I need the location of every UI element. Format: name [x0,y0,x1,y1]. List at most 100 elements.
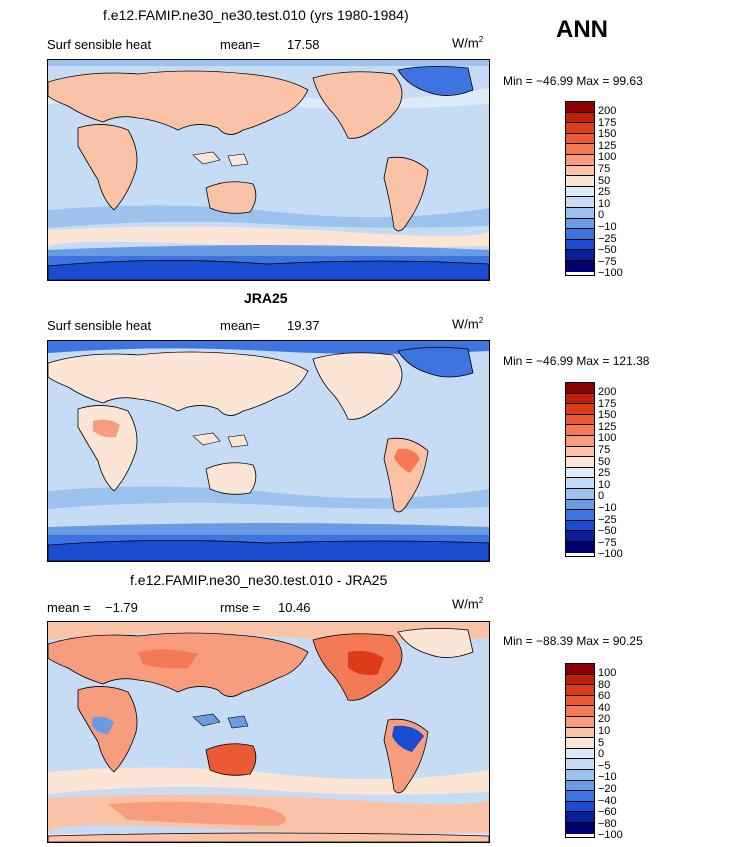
panel-3-rmse-value: 10.46 [278,600,311,615]
colorbar-swatch [566,435,594,447]
colorbar-swatch [566,674,594,686]
colorbar-label: −40 [598,794,617,807]
panel-2-minmax: Min = −46.99 Max = 121.38 [503,354,650,368]
colorbar-swatch [566,144,594,155]
panel-1-units: W/m2 [452,35,484,51]
colorbar-swatch [566,531,594,542]
colorbar-label: −80 [598,817,617,830]
colorbar-label: −50 [598,525,617,538]
colorbar-label: 5 [598,736,605,749]
colorbar-label: −10 [598,771,617,784]
colorbar-swatch [566,822,594,834]
colorbar-swatch [566,250,594,261]
colorbar-label: −60 [598,806,617,819]
colorbar-swatch [566,738,594,749]
panel-3-mean-value: −1.79 [105,600,138,615]
colorbar-label: 0 [598,209,605,222]
colorbar-swatch [566,759,594,770]
colorbar-label: 200 [598,105,617,117]
colorbar-label: 20 [598,713,611,726]
colorbar-label: 100 [598,432,617,445]
colorbar-swatch [566,425,594,436]
colorbar-label: −5 [598,759,611,772]
panel-1-mean-label: mean= [220,37,261,52]
colorbar-label: −10 [598,220,617,233]
colorbar-label: 80 [598,678,611,691]
panel-3-colorbar-labels: 100 80 60 40 20 10 5 0 −5 −10 −20 −40 −6… [598,667,623,842]
colorbar-label: 100 [598,667,617,679]
colorbar-swatch [566,446,594,458]
panel-3-rmse-label: rmse = [220,600,261,615]
colorbar-swatch [566,664,594,675]
colorbar-swatch [566,510,594,521]
panel-1-minmax: Min = −46.99 Max = 99.63 [503,74,643,88]
colorbar-label: 10 [598,197,611,210]
colorbar-swatch [566,467,594,479]
colorbar-label: 125 [598,139,617,152]
panel-2-mean-label: mean= [220,318,261,333]
colorbar-swatch [566,260,594,272]
colorbar-swatch [566,801,594,813]
colorbar-swatch [566,812,594,823]
panel-3-units: W/m2 [452,596,484,612]
colorbar-label: 75 [598,443,611,456]
colorbar-swatch [566,123,594,134]
colorbar-label: 150 [598,128,617,141]
colorbar-label: 0 [598,490,605,503]
colorbar-label: −75 [598,536,617,549]
panel-2-colorbar [565,382,595,557]
colorbar-label: −25 [598,513,617,526]
colorbar-swatch [566,239,594,251]
panel-1-colorbar [565,101,595,276]
colorbar-swatch [566,716,594,728]
colorbar-swatch [566,769,594,781]
colorbar-swatch [566,218,594,230]
colorbar-label: −50 [598,244,617,257]
colorbar-label: 75 [598,162,611,175]
colorbar-swatch [566,414,594,426]
colorbar-swatch [566,229,594,240]
colorbar-label: 175 [598,116,617,129]
colorbar-label: 10 [598,478,611,491]
colorbar-swatch [566,197,594,208]
colorbar-label: 0 [598,748,605,761]
colorbar-label: −25 [598,232,617,245]
colorbar-label: 25 [598,467,611,480]
panel-1-mean-value: 17.58 [287,37,320,52]
colorbar-label: 50 [598,455,611,468]
colorbar-swatch [566,404,594,415]
colorbar-swatch [566,499,594,511]
colorbar-label: −100 [598,548,623,561]
colorbar-swatch [566,695,594,707]
colorbar-swatch [566,457,594,468]
colorbar-swatch [566,165,594,177]
colorbar-swatch [566,685,594,696]
panel-3-title: f.e12.FAMIP.ne30_ne30.test.010 - JRA25 [130,572,388,588]
panel-3-minmax: Min = −88.39 Max = 90.25 [503,634,643,648]
colorbar-swatch [566,780,594,792]
colorbar-label: 200 [598,386,617,398]
panel-1-variable-label: Surf sensible heat [47,37,152,52]
colorbar-label: 60 [598,690,611,703]
colorbar-swatch [566,478,594,489]
colorbar-swatch [566,727,594,739]
panel-2-mean-value: 19.37 [287,318,320,333]
panel-3-map [47,621,490,843]
panel-3-mean-label: mean = [47,600,91,615]
colorbar-swatch [566,541,594,553]
colorbar-label: 10 [598,724,611,737]
colorbar-label: 125 [598,420,617,433]
colorbar-swatch [566,748,594,760]
colorbar-swatch [566,176,594,187]
colorbar-swatch [566,102,594,113]
colorbar-swatch [566,112,594,124]
colorbar-label: 100 [598,151,617,164]
colorbar-swatch [566,154,594,166]
panel-2-title: JRA25 [244,290,288,306]
colorbar-swatch [566,393,594,405]
colorbar-label: 25 [598,186,611,199]
colorbar-swatch [566,186,594,198]
panel-2-units: W/m2 [452,316,484,332]
colorbar-swatch [566,520,594,532]
colorbar-swatch [566,706,594,717]
